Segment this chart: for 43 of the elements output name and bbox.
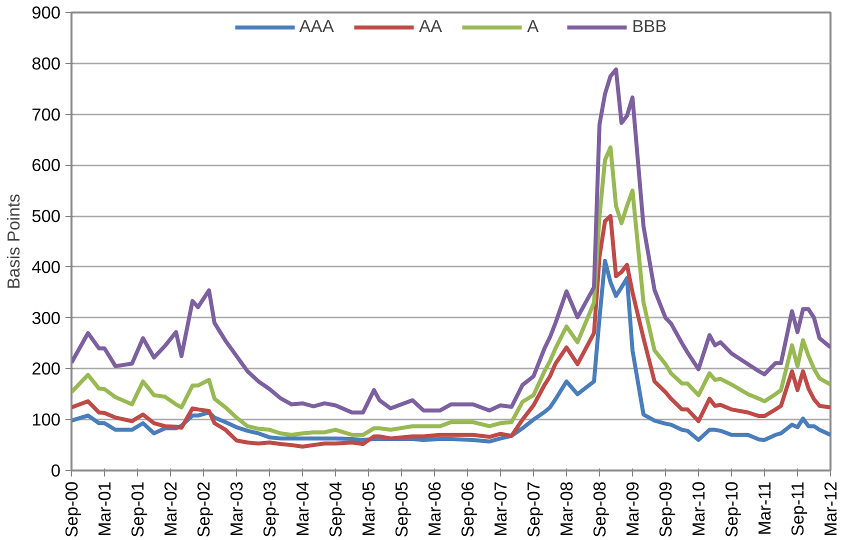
y-axis-title: Basis Points xyxy=(4,193,24,290)
x-tick-label: Mar-05 xyxy=(358,481,378,536)
y-tick-label: 800 xyxy=(32,53,61,74)
x-tick-label: Mar-02 xyxy=(160,481,180,536)
line-series xyxy=(72,145,830,437)
line-series xyxy=(72,67,830,414)
x-tick-label: Sep-03 xyxy=(260,481,280,538)
y-tick-label: 500 xyxy=(32,206,61,226)
line-series xyxy=(72,258,830,444)
x-tick-label: Mar-01 xyxy=(94,481,114,536)
y-tick-label: 200 xyxy=(32,358,61,379)
x-tick-label: Mar-03 xyxy=(226,481,246,536)
x-tick-label: Sep-01 xyxy=(128,481,148,538)
x-tick-label: Mar-04 xyxy=(292,481,312,536)
x-tick-label: Sep-08 xyxy=(590,481,610,538)
x-tick-label: Sep-06 xyxy=(458,481,478,538)
legend-label: A xyxy=(527,16,540,37)
x-tick-label: Sep-07 xyxy=(524,481,544,538)
x-tick-label: Mar-10 xyxy=(688,481,708,536)
line-series xyxy=(72,214,830,449)
x-tick-label: Mar-11 xyxy=(754,481,774,536)
x-tick-label: Sep-04 xyxy=(326,481,346,538)
legend-label: AA xyxy=(418,16,442,37)
x-tick-label: Sep-10 xyxy=(722,481,742,538)
y-tick-label: 600 xyxy=(32,155,61,176)
x-tick-label: Mar-07 xyxy=(490,481,510,536)
x-tick-label: Sep-02 xyxy=(194,481,214,538)
y-tick-label: 400 xyxy=(32,256,61,277)
y-tick-label: 900 xyxy=(32,2,61,22)
y-tick-label: 300 xyxy=(32,308,61,328)
x-tick-label: Mar-12 xyxy=(820,481,840,536)
x-tick-label: Sep-09 xyxy=(656,481,676,538)
legend-label: BBB xyxy=(632,16,667,37)
x-tick-label: Sep-11 xyxy=(788,481,808,536)
y-tick-label: 700 xyxy=(32,104,61,124)
y-tick-label: 100 xyxy=(32,410,61,430)
x-tick-label: Mar-08 xyxy=(556,481,576,536)
x-tick-label: Sep-00 xyxy=(62,481,82,538)
x-tick-label: Sep-05 xyxy=(392,481,412,538)
y-tick-label: 0 xyxy=(50,460,61,480)
x-tick-label: Mar-06 xyxy=(424,481,444,536)
x-tick-label: Mar-09 xyxy=(622,481,642,536)
legend-label: AAA xyxy=(299,16,334,37)
